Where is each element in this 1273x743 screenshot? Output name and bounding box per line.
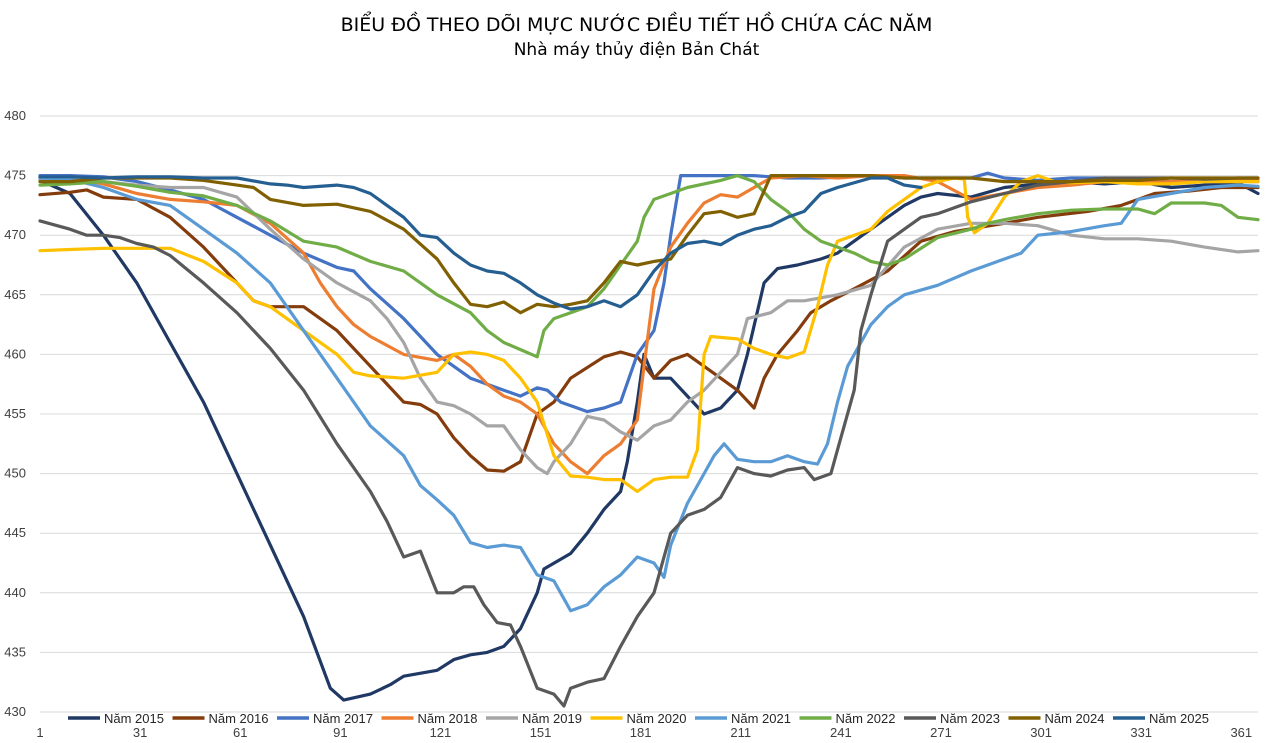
- legend-label: Năm 2016: [209, 711, 269, 726]
- legend-label: Năm 2023: [940, 711, 1000, 726]
- x-axis-ticks: 1 31 61 91 121 151 181 211 241 271 301 331 361: [36, 725, 1252, 740]
- chart-subtitle: Nhà máy thủy điện Bản Chát: [513, 40, 760, 60]
- x-tick-label: 151: [530, 725, 552, 740]
- chart-title: BIỂU ĐỒ THEO DÕI MỰC NƯỚC ĐIỀU TIẾT HỒ C…: [340, 14, 933, 36]
- y-tick-label: 475: [4, 168, 26, 183]
- legend-item: Năm 2025: [1113, 711, 1209, 726]
- series-line: [38, 175, 923, 311]
- x-tick-label: 181: [630, 725, 652, 740]
- y-axis-ticks: 430 435 440 445 450 455 460 465 470 475 480: [4, 108, 26, 719]
- legend-label: Năm 2022: [836, 711, 896, 726]
- gridlines: [40, 115, 1258, 713]
- legend-item: Năm 2019: [486, 711, 582, 726]
- x-tick-label: 361: [1230, 725, 1252, 740]
- series-line: [38, 176, 1260, 708]
- legend-label: Năm 2025: [1149, 711, 1209, 726]
- legend-label: Năm 2015: [104, 711, 164, 726]
- legend-label: Năm 2020: [627, 711, 687, 726]
- legend-item: Năm 2015: [68, 711, 164, 726]
- legend-item: Năm 2016: [172, 711, 269, 726]
- x-tick-label: 241: [830, 725, 852, 740]
- series-line: [38, 176, 1260, 613]
- series-lines: [38, 171, 1260, 708]
- legend: Năm 2015 Năm 2016 Năm 2017 Năm 2018 Năm 2019…: [68, 711, 1209, 726]
- y-tick-label: 480: [4, 108, 26, 123]
- legend-label: Năm 2017: [313, 711, 373, 726]
- y-tick-label: 435: [4, 644, 26, 659]
- legend-item: Năm 2017: [277, 711, 373, 726]
- legend-item: Năm 2022: [799, 711, 896, 726]
- y-tick-label: 440: [4, 585, 26, 600]
- x-tick-label: 271: [930, 725, 952, 740]
- y-tick-label: 460: [4, 346, 26, 361]
- legend-item: Năm 2018: [381, 711, 478, 726]
- chart-titles: BIỂU ĐỒ THEO DÕI MỰC NƯỚC ĐIỀU TIẾT HỒ C…: [0, 12, 1273, 62]
- x-tick-label: 301: [1030, 725, 1052, 740]
- x-tick-label: 121: [430, 725, 452, 740]
- x-tick-label: 61: [233, 725, 247, 740]
- y-tick-label: 470: [4, 227, 26, 242]
- legend-label: Năm 2019: [522, 711, 582, 726]
- legend-item: Năm 2021: [695, 711, 791, 726]
- legend-item: Năm 2023: [904, 711, 1000, 726]
- legend-label: Năm 2024: [1045, 711, 1105, 726]
- x-tick-label: 31: [133, 725, 147, 740]
- y-tick-label: 455: [4, 406, 26, 421]
- x-tick-label: 91: [333, 725, 347, 740]
- legend-label: Năm 2018: [418, 711, 478, 726]
- series-line: [38, 178, 1260, 702]
- x-tick-label: 1: [36, 725, 43, 740]
- y-tick-label: 450: [4, 466, 26, 481]
- legend-item: Năm 2024: [1008, 711, 1105, 726]
- y-tick-label: 430: [4, 704, 26, 719]
- x-tick-label: 211: [730, 725, 751, 740]
- legend-item: Năm 2020: [590, 711, 687, 726]
- y-tick-label: 445: [4, 525, 26, 540]
- legend-label: Năm 2021: [731, 711, 791, 726]
- series-line: [38, 174, 1260, 315]
- y-tick-label: 465: [4, 287, 26, 302]
- series-line: [38, 174, 1260, 359]
- x-tick-label: 331: [1130, 725, 1152, 740]
